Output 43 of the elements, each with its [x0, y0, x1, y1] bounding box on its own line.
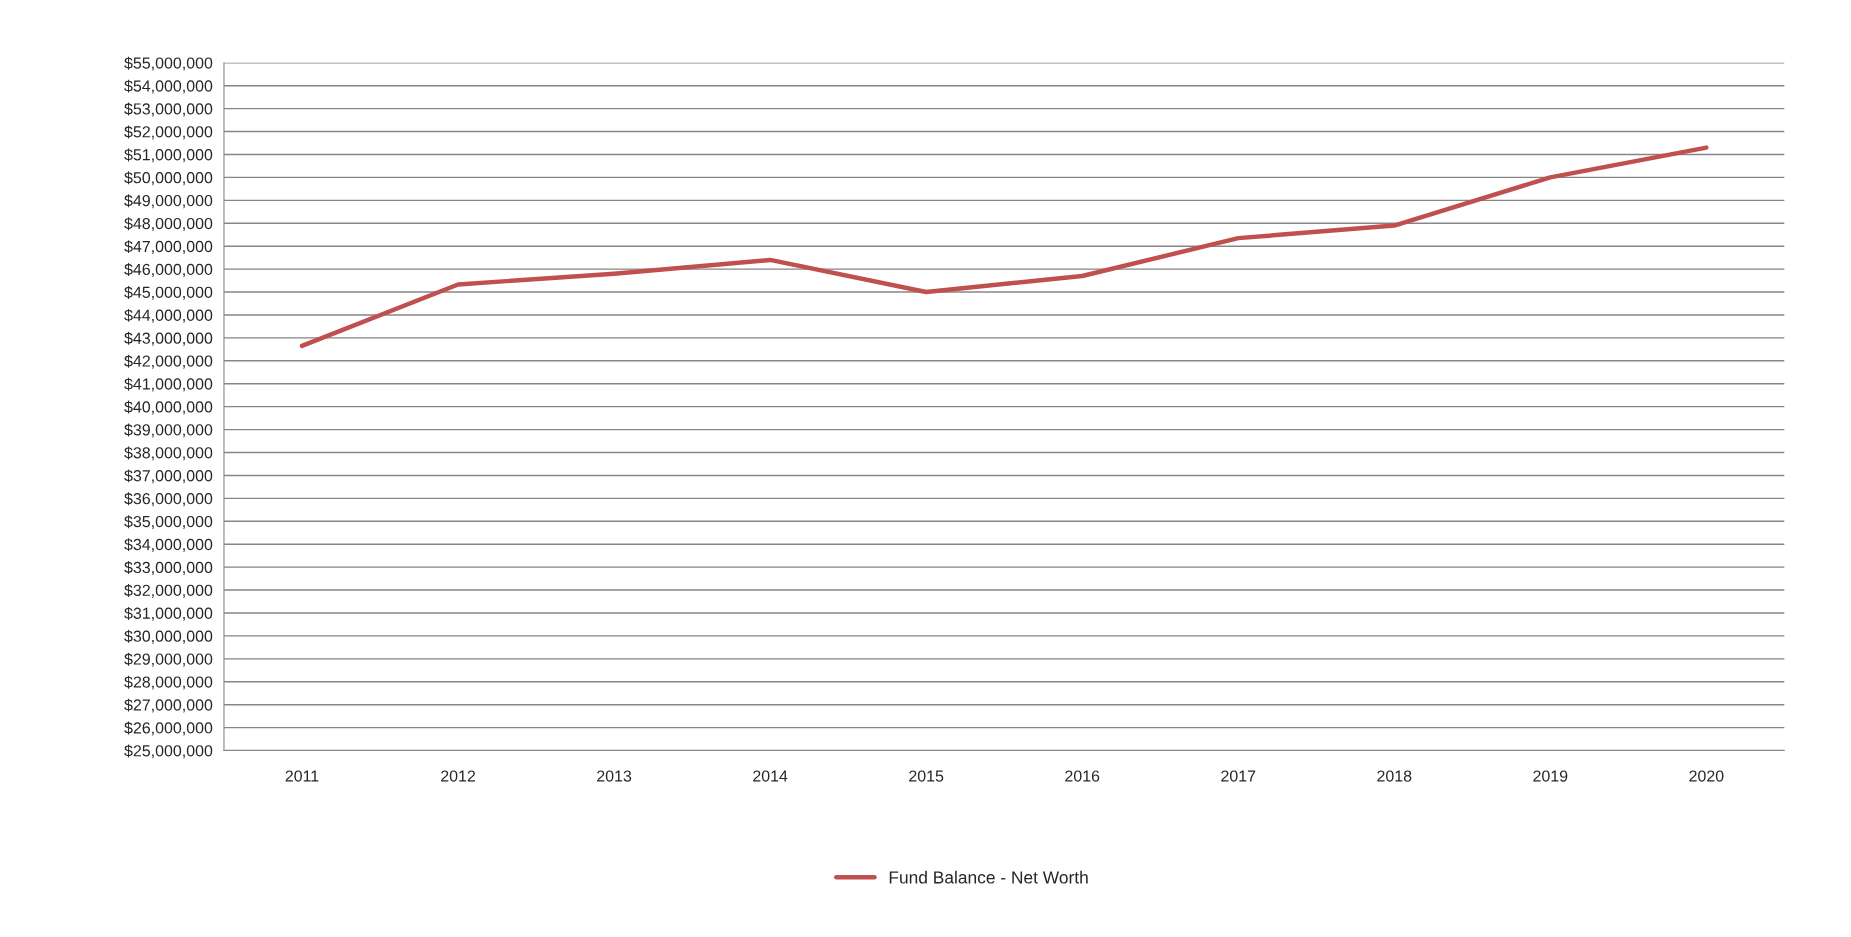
y-tick-label: $26,000,000 — [124, 721, 213, 736]
y-tick-label: $27,000,000 — [124, 698, 213, 713]
y-tick-label: $25,000,000 — [124, 744, 213, 759]
y-tick-label: $50,000,000 — [124, 171, 213, 186]
y-tick-label: $53,000,000 — [124, 102, 213, 117]
y-tick-label: $40,000,000 — [124, 400, 213, 415]
y-tick-label: $38,000,000 — [124, 446, 213, 461]
y-tick-label: $55,000,000 — [124, 56, 213, 71]
x-tick-label: 2020 — [1689, 770, 1724, 782]
y-tick-label: $37,000,000 — [124, 469, 213, 484]
y-tick-label: $48,000,000 — [124, 217, 213, 232]
x-tick-label: 2011 — [285, 770, 319, 782]
x-tick-label: 2015 — [909, 770, 944, 782]
y-tick-label: $44,000,000 — [124, 308, 213, 323]
y-tick-label: $54,000,000 — [124, 79, 213, 94]
x-tick-label: 2018 — [1377, 770, 1412, 782]
y-tick-label: $29,000,000 — [124, 652, 213, 667]
x-tick-label: 2013 — [597, 770, 632, 782]
y-tick-label: $35,000,000 — [124, 515, 213, 530]
y-tick-label: $43,000,000 — [124, 331, 213, 346]
y-tick-label: $52,000,000 — [124, 125, 213, 140]
y-tick-label: $28,000,000 — [124, 675, 213, 690]
y-tick-label: $31,000,000 — [124, 606, 213, 621]
y-tick-label: $34,000,000 — [124, 538, 213, 553]
y-tick-label: $36,000,000 — [124, 492, 213, 507]
x-tick-label: 2016 — [1065, 770, 1100, 782]
y-tick-label: $32,000,000 — [124, 584, 213, 598]
y-tick-label: $46,000,000 — [124, 263, 213, 277]
x-tick-label: 2019 — [1533, 770, 1568, 782]
line-series — [299, 145, 1709, 349]
legend-label: Fund Balance - Net Worth — [889, 870, 1088, 884]
x-tick-label: 2017 — [1221, 770, 1256, 782]
y-tick-label: $41,000,000 — [124, 377, 213, 392]
y-tick-label: $42,000,000 — [124, 354, 213, 369]
y-tick-label: $39,000,000 — [124, 423, 213, 438]
y-tick-label: $51,000,000 — [124, 148, 213, 163]
y-tick-label: $47,000,000 — [124, 240, 213, 255]
x-tick-label: 2014 — [753, 770, 788, 782]
y-tick-label: $49,000,000 — [124, 194, 213, 209]
y-tick-label: $30,000,000 — [124, 629, 213, 644]
y-tick-label: $33,000,000 — [124, 561, 213, 575]
y-tick-label: $45,000,000 — [124, 285, 213, 300]
x-tick-label: 2012 — [441, 770, 475, 782]
